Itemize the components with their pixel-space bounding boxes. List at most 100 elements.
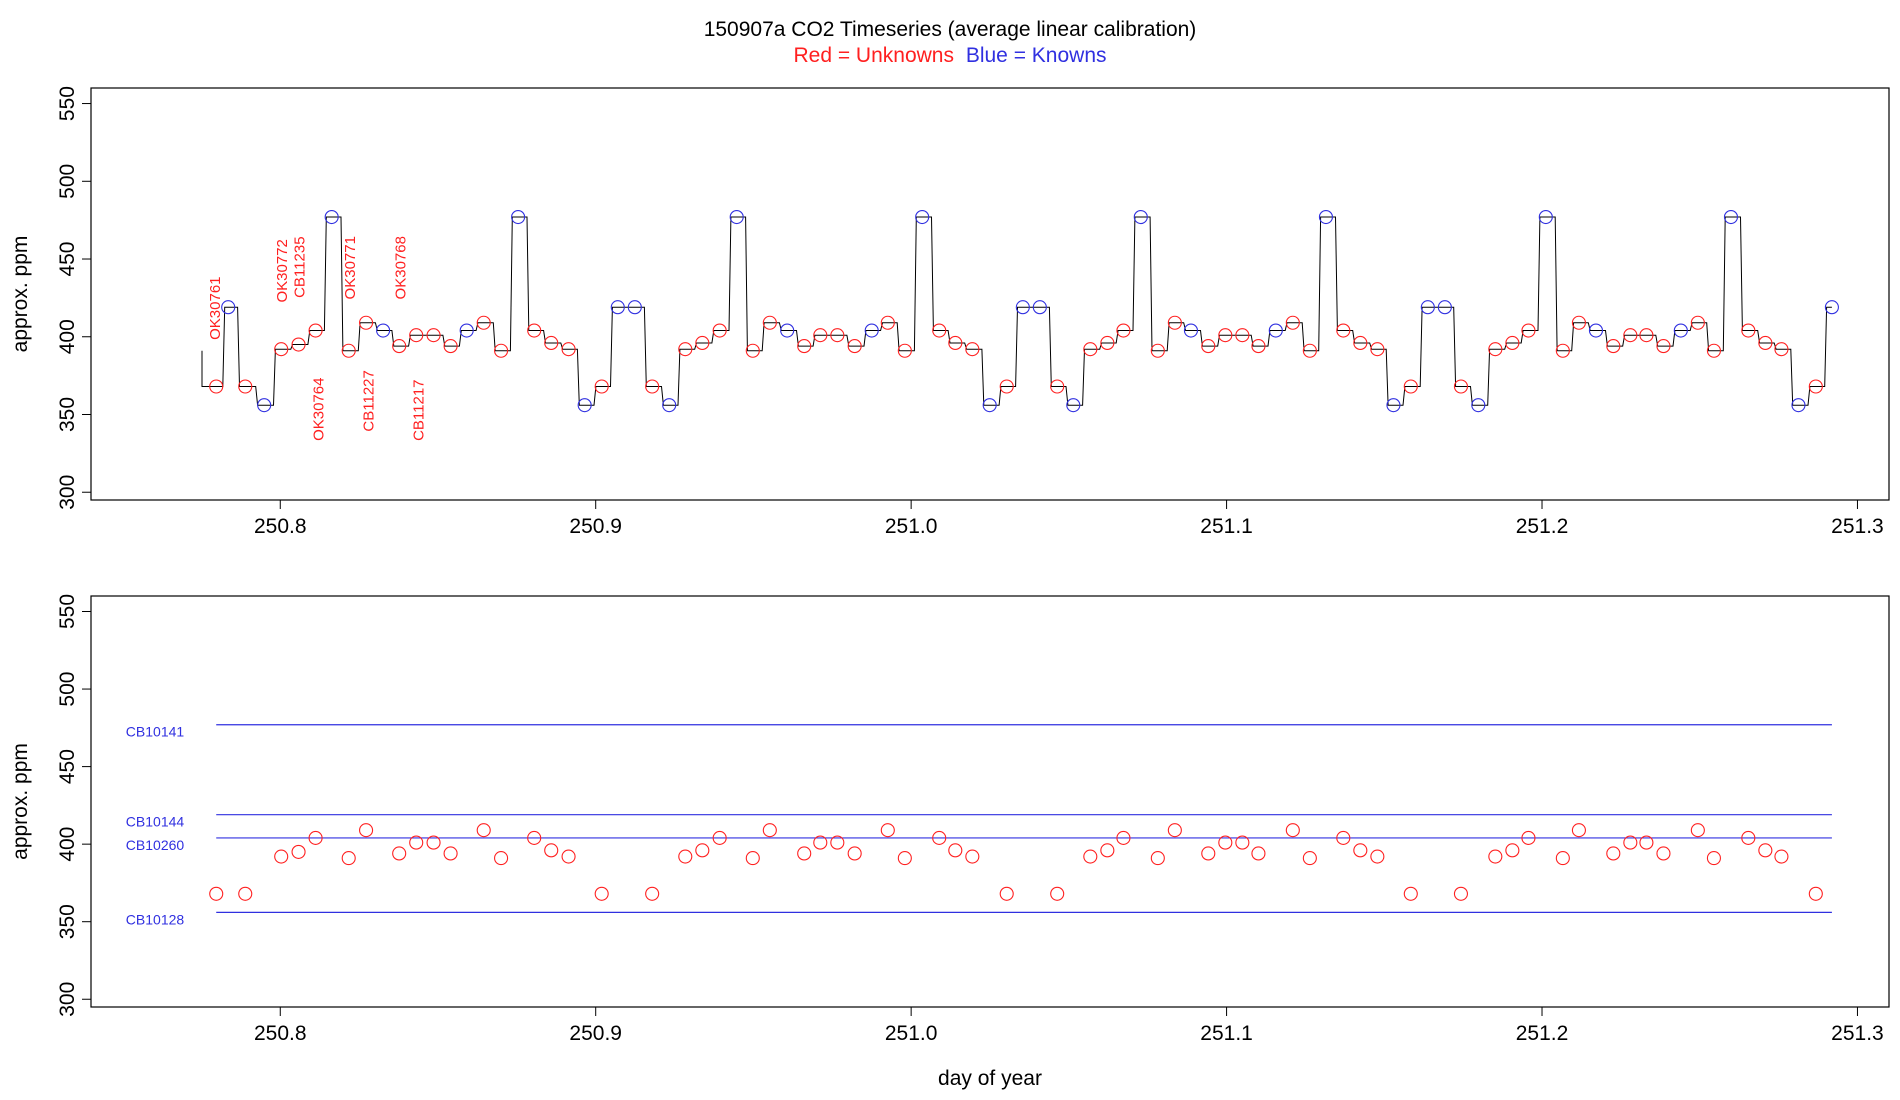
top-y-tick-label: 450 bbox=[56, 241, 79, 276]
known-marker bbox=[1824, 300, 1839, 315]
unknown-point bbox=[1235, 835, 1250, 850]
unknown-marker bbox=[238, 379, 253, 394]
unknown-marker bbox=[544, 335, 559, 351]
unknown-point bbox=[291, 844, 306, 859]
unknown-marker bbox=[1758, 335, 1773, 351]
unknown-point bbox=[1285, 823, 1300, 838]
known-marker bbox=[1673, 323, 1688, 338]
unknown-marker bbox=[1690, 315, 1705, 330]
unknown-marker bbox=[274, 342, 289, 357]
unknown-marker bbox=[797, 339, 812, 354]
unknowns-vs-standards-panel: 250.8 250.9 251.0 251.1 251.2 251.3 300 350 400 4… bbox=[9, 594, 1890, 1090]
known-marker bbox=[577, 398, 592, 413]
unknown-point bbox=[1167, 823, 1182, 838]
top-y-tick-label: 300 bbox=[56, 475, 79, 510]
unknown-point bbox=[527, 830, 542, 845]
unknown-point bbox=[830, 835, 845, 850]
bottom-y-tick-label: 300 bbox=[56, 982, 79, 1017]
figure-legend: Red = Unknowns Blue = Knowns bbox=[793, 44, 1106, 67]
top-y-tick-label: 550 bbox=[56, 86, 79, 121]
top-y-axis-label: approx. ppm bbox=[9, 236, 32, 353]
unknown-point bbox=[1656, 846, 1671, 861]
unknown-marker bbox=[1353, 335, 1368, 351]
unknown-marker bbox=[1808, 379, 1823, 394]
unknown-point bbox=[561, 849, 576, 864]
unknown-point bbox=[1706, 851, 1721, 866]
unknown-marker bbox=[392, 339, 407, 354]
bottom-x-tick-label: 250.9 bbox=[569, 1022, 622, 1045]
unknown-marker bbox=[1656, 339, 1671, 354]
known-marker bbox=[1437, 300, 1452, 315]
known-marker bbox=[1015, 300, 1030, 315]
bottom-y-tick-label: 450 bbox=[56, 749, 79, 784]
unknown-point bbox=[409, 835, 424, 850]
unknown-marker bbox=[209, 379, 224, 394]
unknown-marker bbox=[1235, 328, 1250, 343]
unknown-point bbox=[712, 830, 727, 845]
known-marker bbox=[1420, 300, 1435, 315]
unknown-point bbox=[745, 851, 760, 866]
top-y-tick-label: 500 bbox=[56, 164, 79, 199]
sample-id-label: CB11235 bbox=[291, 236, 308, 297]
sample-id-label: CB11217 bbox=[411, 379, 428, 440]
unknown-point bbox=[359, 823, 374, 838]
unknown-point bbox=[594, 886, 609, 901]
standard-label: CB10260 bbox=[126, 837, 185, 853]
unknown-marker bbox=[1336, 323, 1351, 338]
unknown-marker bbox=[308, 323, 323, 338]
unknown-marker bbox=[1488, 342, 1503, 357]
unknown-point bbox=[1302, 851, 1317, 866]
top-y-tick-label: 400 bbox=[56, 319, 79, 354]
unknown-point bbox=[209, 886, 224, 901]
unknown-point bbox=[1150, 851, 1165, 866]
legend-knowns: Blue = Knowns bbox=[966, 44, 1107, 67]
unknown-point bbox=[341, 851, 356, 866]
known-marker bbox=[257, 398, 272, 413]
unknown-marker bbox=[1403, 379, 1418, 394]
known-marker bbox=[1133, 209, 1148, 225]
unknown-point bbox=[1370, 849, 1385, 864]
unknown-point bbox=[1083, 849, 1098, 864]
known-marker bbox=[915, 209, 930, 225]
known-marker bbox=[610, 300, 625, 315]
sample-id-label: OK30772 bbox=[274, 239, 291, 302]
known-marker bbox=[1386, 398, 1401, 413]
known-marker bbox=[729, 209, 744, 225]
unknown-point bbox=[1100, 843, 1115, 858]
bottom-y-tick-label: 550 bbox=[56, 594, 79, 629]
unknown-marker bbox=[1741, 323, 1756, 338]
unknown-marker bbox=[999, 379, 1014, 394]
unknown-marker bbox=[897, 343, 912, 358]
top-x-tick-label: 250.9 bbox=[569, 515, 622, 538]
top-x-tick-label: 251.0 bbox=[885, 515, 938, 538]
unknown-point bbox=[1774, 849, 1789, 864]
unknown-point bbox=[1555, 851, 1570, 866]
unknown-marker bbox=[409, 328, 424, 343]
unknown-marker bbox=[1201, 339, 1216, 354]
unknown-marker bbox=[948, 335, 963, 351]
known-marker bbox=[1588, 323, 1604, 338]
unknown-marker bbox=[1706, 343, 1721, 358]
sample-id-label: OK30768 bbox=[393, 236, 410, 299]
top-x-tick-label: 251.1 bbox=[1200, 515, 1253, 538]
unknown-point bbox=[762, 823, 777, 838]
known-marker bbox=[1471, 398, 1486, 413]
unknown-marker bbox=[1639, 328, 1654, 343]
unknown-marker bbox=[1285, 315, 1300, 330]
unknown-marker bbox=[932, 323, 947, 338]
bottom-plot-frame bbox=[90, 595, 1890, 1008]
bottom-y-tick-label: 350 bbox=[56, 904, 79, 939]
unknown-marker bbox=[847, 339, 862, 354]
unknown-point bbox=[392, 846, 407, 861]
unknown-marker bbox=[1521, 323, 1536, 338]
bottom-x-tick-label: 251.3 bbox=[1831, 1022, 1884, 1045]
unknown-point bbox=[880, 823, 895, 838]
unknown-point bbox=[847, 846, 862, 861]
unknown-point bbox=[1453, 886, 1468, 901]
unknown-point bbox=[999, 886, 1014, 901]
unknown-point bbox=[965, 849, 980, 864]
top-plot-frame bbox=[90, 87, 1890, 501]
known-marker bbox=[324, 209, 339, 225]
bottom-x-axis-label: day of year bbox=[938, 1067, 1042, 1090]
